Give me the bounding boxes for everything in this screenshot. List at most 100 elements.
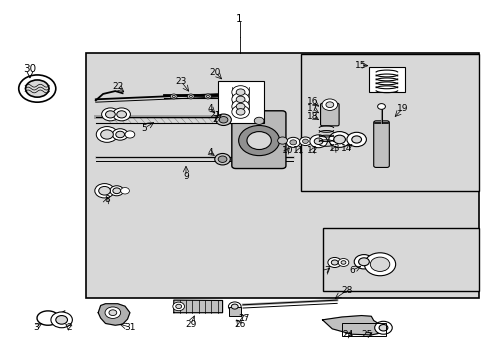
Circle shape xyxy=(113,108,130,121)
Text: 13: 13 xyxy=(328,144,340,153)
Circle shape xyxy=(95,184,114,198)
Text: 20: 20 xyxy=(209,68,221,77)
Circle shape xyxy=(340,261,345,264)
Text: 25: 25 xyxy=(361,330,372,339)
Circle shape xyxy=(231,105,249,118)
Circle shape xyxy=(289,140,296,145)
Circle shape xyxy=(333,135,345,144)
Text: 31: 31 xyxy=(124,323,135,332)
Circle shape xyxy=(236,109,244,115)
Circle shape xyxy=(286,137,300,147)
Text: 2: 2 xyxy=(66,323,72,332)
Circle shape xyxy=(231,304,238,309)
Text: 3: 3 xyxy=(33,323,39,332)
Bar xyxy=(86,53,478,298)
Circle shape xyxy=(374,321,391,334)
Circle shape xyxy=(51,312,72,328)
Circle shape xyxy=(102,108,119,121)
Text: 7: 7 xyxy=(324,266,329,275)
Text: 12: 12 xyxy=(306,146,318,155)
Circle shape xyxy=(236,89,244,95)
Circle shape xyxy=(170,94,177,99)
Circle shape xyxy=(231,100,249,113)
Text: 27: 27 xyxy=(238,314,250,323)
Text: 16: 16 xyxy=(306,97,318,106)
Text: 11: 11 xyxy=(293,146,304,155)
Circle shape xyxy=(330,260,337,265)
Text: 4: 4 xyxy=(207,104,213,113)
FancyBboxPatch shape xyxy=(320,103,338,126)
Circle shape xyxy=(314,138,323,144)
Circle shape xyxy=(175,304,181,309)
Circle shape xyxy=(236,103,244,110)
Bar xyxy=(322,228,478,291)
Text: 17: 17 xyxy=(306,104,318,113)
Text: 28: 28 xyxy=(341,286,352,295)
Polygon shape xyxy=(98,304,130,325)
Text: 29: 29 xyxy=(185,320,196,329)
Circle shape xyxy=(369,257,389,271)
Text: 24: 24 xyxy=(342,330,353,339)
Circle shape xyxy=(327,257,341,267)
Circle shape xyxy=(337,258,348,266)
Circle shape xyxy=(231,86,249,99)
Circle shape xyxy=(231,93,249,106)
Circle shape xyxy=(358,258,368,266)
Polygon shape xyxy=(173,300,222,313)
Circle shape xyxy=(378,324,387,331)
Circle shape xyxy=(215,114,231,126)
Circle shape xyxy=(219,117,227,123)
Circle shape xyxy=(325,102,333,108)
Circle shape xyxy=(218,156,226,162)
FancyBboxPatch shape xyxy=(231,111,285,168)
Circle shape xyxy=(19,75,56,102)
Circle shape xyxy=(246,132,271,149)
Text: 15: 15 xyxy=(354,61,366,70)
Circle shape xyxy=(121,188,129,194)
Bar xyxy=(368,67,405,92)
Circle shape xyxy=(328,132,349,147)
Circle shape xyxy=(187,94,194,99)
FancyBboxPatch shape xyxy=(373,121,388,167)
Polygon shape xyxy=(322,316,385,335)
Circle shape xyxy=(322,99,337,111)
Circle shape xyxy=(56,316,67,324)
Text: 6: 6 xyxy=(348,266,354,275)
Circle shape xyxy=(96,127,118,142)
Circle shape xyxy=(364,253,395,276)
Circle shape xyxy=(105,307,121,319)
Circle shape xyxy=(109,310,117,316)
Text: 8: 8 xyxy=(104,195,110,204)
Bar xyxy=(217,81,264,123)
Text: 23: 23 xyxy=(175,77,186,86)
Circle shape xyxy=(172,302,184,311)
Circle shape xyxy=(299,137,311,145)
Circle shape xyxy=(25,80,49,97)
Circle shape xyxy=(236,96,244,103)
Circle shape xyxy=(346,132,366,147)
Text: 19: 19 xyxy=(396,104,408,113)
Circle shape xyxy=(204,94,211,99)
Text: 1: 1 xyxy=(236,14,243,24)
Bar xyxy=(341,323,385,336)
Circle shape xyxy=(110,186,123,196)
Text: 18: 18 xyxy=(306,112,318,121)
Bar xyxy=(300,54,478,191)
Circle shape xyxy=(277,137,287,144)
Circle shape xyxy=(302,139,308,143)
Circle shape xyxy=(101,130,113,139)
Circle shape xyxy=(112,129,128,140)
Text: 30: 30 xyxy=(23,64,37,74)
Text: 26: 26 xyxy=(233,320,245,329)
Circle shape xyxy=(214,153,230,165)
Text: 21: 21 xyxy=(209,111,221,120)
Circle shape xyxy=(238,126,279,156)
Text: 14: 14 xyxy=(341,144,352,153)
Circle shape xyxy=(189,95,192,98)
Circle shape xyxy=(105,111,115,118)
Circle shape xyxy=(377,104,385,109)
Circle shape xyxy=(206,95,209,98)
Text: 22: 22 xyxy=(112,82,123,91)
Circle shape xyxy=(99,186,110,195)
Text: 2: 2 xyxy=(212,115,218,124)
